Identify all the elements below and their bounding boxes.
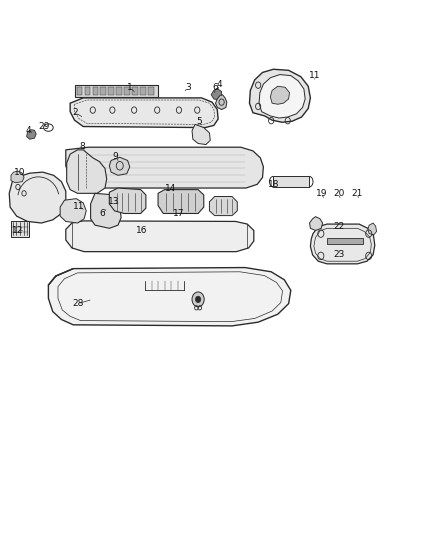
Polygon shape [259, 75, 305, 118]
Text: 29: 29 [39, 122, 50, 131]
Polygon shape [74, 85, 158, 97]
Text: 16: 16 [136, 226, 147, 235]
Text: 8: 8 [79, 142, 85, 151]
Text: 3: 3 [186, 83, 191, 92]
Bar [273, 176, 309, 187]
Text: 21: 21 [352, 189, 363, 198]
Polygon shape [124, 87, 130, 95]
Polygon shape [27, 130, 36, 139]
Polygon shape [108, 87, 114, 95]
Bar [327, 238, 363, 244]
Text: 1: 1 [127, 83, 133, 92]
Polygon shape [132, 87, 138, 95]
Polygon shape [211, 88, 222, 100]
Polygon shape [158, 190, 204, 214]
Polygon shape [310, 216, 322, 230]
Polygon shape [192, 124, 210, 144]
Polygon shape [270, 86, 290, 104]
Text: 6: 6 [99, 209, 105, 218]
Polygon shape [91, 193, 121, 228]
Polygon shape [140, 87, 146, 95]
Text: 18: 18 [268, 180, 279, 189]
Polygon shape [66, 147, 263, 188]
Polygon shape [311, 224, 375, 264]
Polygon shape [100, 87, 106, 95]
Text: 11: 11 [73, 201, 85, 211]
Polygon shape [85, 87, 90, 95]
Text: 10: 10 [14, 167, 25, 176]
Polygon shape [9, 172, 66, 223]
Polygon shape [110, 157, 130, 175]
Text: 13: 13 [108, 197, 120, 206]
Polygon shape [110, 188, 146, 214]
Polygon shape [11, 171, 24, 183]
Text: 9: 9 [113, 152, 118, 161]
Text: 23: 23 [333, 251, 344, 260]
Circle shape [192, 292, 204, 307]
Text: 6: 6 [212, 83, 219, 92]
Text: 20: 20 [333, 189, 344, 198]
Text: 4: 4 [26, 126, 32, 135]
Polygon shape [60, 199, 86, 223]
Text: 14: 14 [166, 183, 177, 192]
Polygon shape [116, 87, 122, 95]
Text: 12: 12 [12, 226, 24, 235]
Text: 5: 5 [197, 117, 202, 126]
Polygon shape [215, 95, 227, 110]
Text: 22: 22 [333, 222, 344, 231]
Text: 28: 28 [72, 299, 83, 308]
Polygon shape [209, 197, 237, 216]
Polygon shape [11, 221, 29, 237]
Polygon shape [148, 87, 154, 95]
Polygon shape [92, 87, 98, 95]
Text: 17: 17 [173, 209, 185, 218]
Text: 11: 11 [309, 71, 321, 80]
Text: 4: 4 [216, 80, 222, 89]
Polygon shape [368, 223, 377, 235]
Polygon shape [66, 221, 254, 252]
Circle shape [195, 296, 201, 303]
Polygon shape [67, 150, 107, 193]
Polygon shape [77, 87, 82, 95]
Polygon shape [250, 69, 311, 122]
Text: 2: 2 [73, 108, 78, 117]
Text: 19: 19 [315, 189, 327, 198]
Polygon shape [48, 268, 291, 326]
Polygon shape [70, 98, 218, 127]
